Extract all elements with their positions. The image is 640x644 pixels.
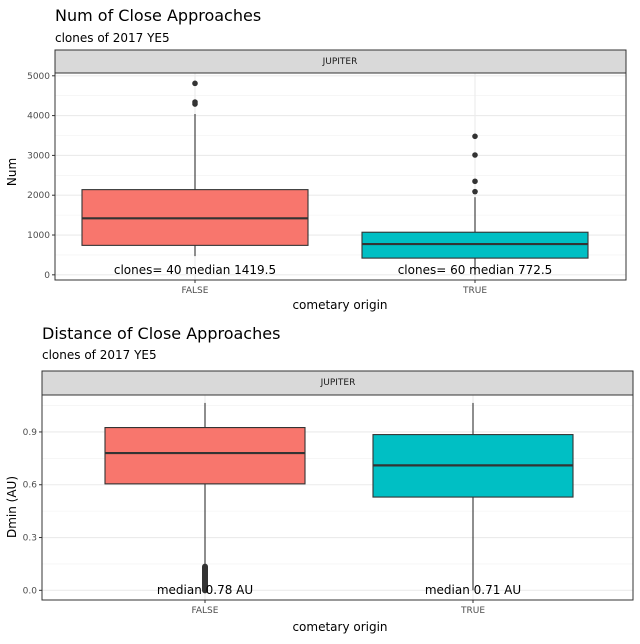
chart-1-outlier-true xyxy=(472,133,478,140)
chart-1-annotation-true: clones= 60 median 772.5 xyxy=(398,263,553,277)
chart-1-outlier-false xyxy=(192,99,198,105)
chart-1-x-tick-label-false: FALSE xyxy=(182,286,209,296)
chart-1-subtitle: clones of 2017 YE5 xyxy=(55,31,170,45)
chart-2-y-tick-label: 0.0 xyxy=(23,586,38,596)
chart-1-y-tick-label: 0 xyxy=(44,271,50,281)
chart-2-xlabel: cometary origin xyxy=(292,620,387,634)
chart-1-y-tick-label: 1000 xyxy=(27,231,50,241)
chart-2-facet-strip xyxy=(41,370,634,396)
chart-2-outlier-cluster-false xyxy=(202,563,208,594)
chart-1-annotation-false: clones= 40 median 1419.5 xyxy=(114,263,276,277)
chart-1-facet-label: JUPITER xyxy=(322,57,358,67)
chart-1-y-tick-label: 4000 xyxy=(27,112,50,122)
chart-1-outlier-false xyxy=(192,80,198,87)
chart-1-x-tick-label-true: TRUE xyxy=(462,286,487,296)
chart-2-x-tick-label-true: TRUE xyxy=(460,606,485,616)
chart-1-outlier-true xyxy=(472,178,478,185)
chart-2-annotation-true: median 0.71 AU xyxy=(425,583,521,597)
chart-1-outlier-true xyxy=(472,152,478,158)
chart-1-outlier-true xyxy=(472,188,478,195)
chart-2-box-false xyxy=(104,427,306,485)
chart-1-xlabel: cometary origin xyxy=(292,298,387,312)
chart-2-x-tick-label-false: FALSE xyxy=(192,606,219,616)
chart-2-y-tick-label: 0.3 xyxy=(23,534,37,544)
chart-2-subtitle: clones of 2017 YE5 xyxy=(42,348,157,362)
chart-1-facet-strip xyxy=(54,49,627,74)
chart-2-facet-label: JUPITER xyxy=(320,378,356,388)
chart-1-y-tick-label: 2000 xyxy=(27,191,50,201)
chart-1-y-tick-label: 3000 xyxy=(27,151,50,161)
chart-1-title: Num of Close Approaches xyxy=(55,6,261,25)
chart-1-ylabel: Num xyxy=(5,158,19,186)
chart-2-y-tick-label: 0.9 xyxy=(23,428,38,438)
chart-1-y-tick-label: 5000 xyxy=(27,72,50,82)
chart-2-annotation-false: median 0.78 AU xyxy=(157,583,253,597)
chart-2-ylabel: Dmin (AU) xyxy=(5,476,19,538)
chart-2-y-tick-label: 0.6 xyxy=(23,481,38,491)
chart-2-title: Distance of Close Approaches xyxy=(42,324,280,343)
